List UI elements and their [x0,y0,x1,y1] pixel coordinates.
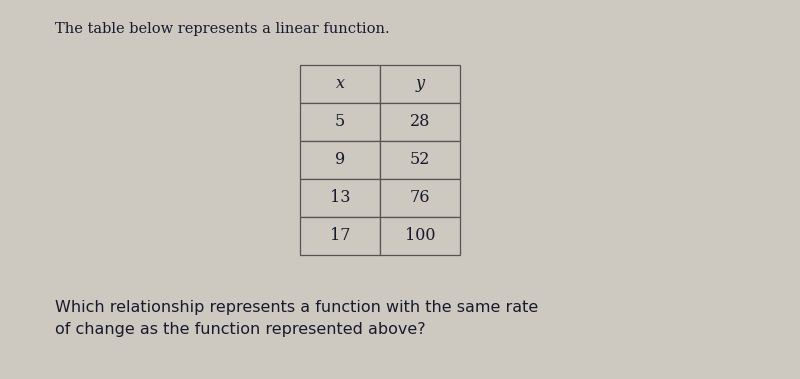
Bar [300,65,380,103]
Bar [300,217,380,255]
Bar [300,103,380,141]
Text: x: x [335,75,345,92]
Text: 13: 13 [330,190,350,207]
Bar [300,141,380,179]
Bar [380,65,460,103]
Text: 9: 9 [335,152,345,169]
Text: Which relationship represents a function with the same rate
of change as the fun: Which relationship represents a function… [55,300,538,337]
Bar [380,217,460,255]
Bar [300,179,380,217]
Text: y: y [415,75,425,92]
Text: 28: 28 [410,113,430,130]
Text: 52: 52 [410,152,430,169]
Text: 76: 76 [410,190,430,207]
Bar [380,103,460,141]
Text: 5: 5 [335,113,345,130]
Bar [380,179,460,217]
Text: 100: 100 [405,227,435,244]
Bar [380,141,460,179]
Text: 17: 17 [330,227,350,244]
Text: The table below represents a linear function.: The table below represents a linear func… [55,22,390,36]
